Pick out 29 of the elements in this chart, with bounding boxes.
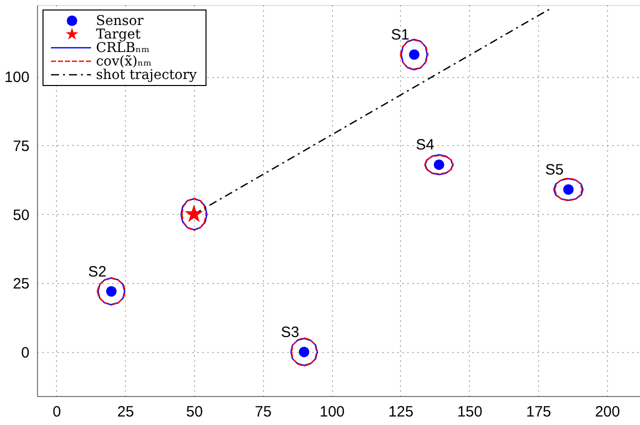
point (563, 184, 574, 195)
annotation: S2 (88, 263, 107, 280)
y-tick-label: 100 (4, 69, 30, 86)
annotation: S3 (280, 324, 300, 341)
x-tick-label: 125 (388, 404, 414, 420)
annotation: S5 (545, 161, 564, 178)
y-tick-label: 0 (21, 344, 30, 362)
point (106, 286, 117, 297)
point (434, 159, 444, 170)
x-tick-label: 100 (320, 404, 345, 420)
point (298, 346, 310, 358)
annotation: S1 (391, 26, 410, 44)
legend-label: cov(x̃)ₙₘ (96, 53, 152, 70)
y-tick-label: 25 (12, 276, 30, 293)
legend-label: Target (96, 26, 142, 42)
annotation: S4 (416, 136, 434, 154)
x-tick-label: 0 (52, 404, 61, 420)
x-tick-label: 50 (186, 404, 203, 420)
legend-label: Sensor (96, 12, 144, 29)
y-tick-label: 50 (12, 206, 30, 224)
x-tick-label: 25 (117, 404, 134, 420)
y-tick-label: 75 (12, 138, 30, 155)
x-tick-label: 150 (457, 404, 482, 420)
x-tick-label: 75 (254, 404, 272, 420)
legend-label: shot trajectory (96, 66, 198, 83)
x-tick-label: 175 (526, 404, 552, 420)
point (184, 204, 204, 222)
point (408, 49, 420, 60)
x-tick-label: 200 (594, 404, 620, 420)
